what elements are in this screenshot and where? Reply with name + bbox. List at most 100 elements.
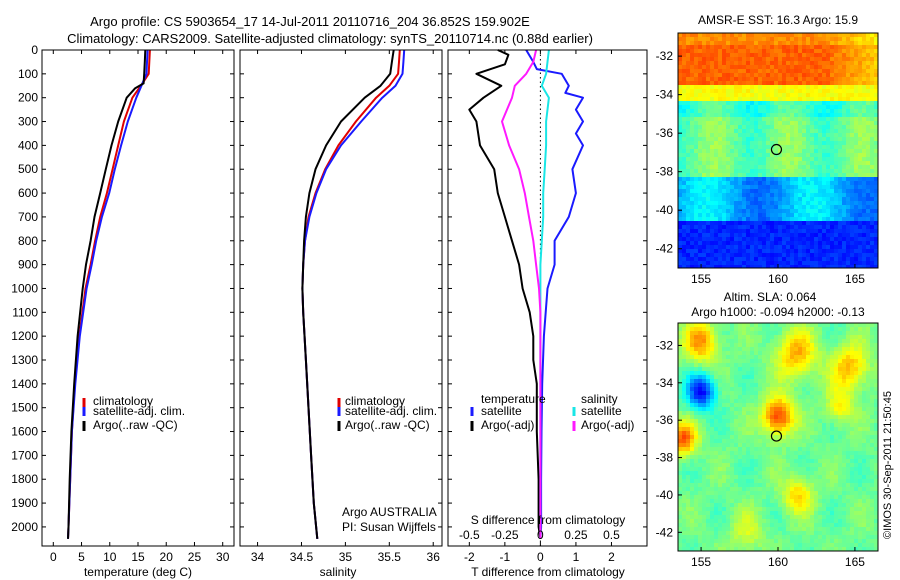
map-cell	[686, 411, 691, 416]
map-cell	[678, 523, 683, 528]
map-cell	[782, 69, 787, 74]
map-cell	[822, 81, 827, 86]
map-cell	[770, 379, 775, 384]
map-cell	[702, 89, 707, 94]
map-cell	[810, 181, 815, 186]
map-cell	[722, 435, 727, 440]
map-cell	[774, 419, 779, 424]
map-cell	[710, 89, 715, 94]
map-cell	[710, 339, 715, 344]
map-cell	[774, 105, 779, 110]
map-cell	[738, 547, 743, 551]
map-cell	[790, 233, 795, 238]
map-cell	[770, 241, 775, 246]
map-cell	[726, 141, 731, 146]
map-cell	[734, 61, 739, 66]
map-cell	[810, 261, 815, 266]
map-cell	[842, 33, 847, 38]
map-cell	[698, 213, 703, 218]
map-cell	[810, 93, 815, 98]
map-cell	[710, 547, 715, 551]
map-cell	[790, 531, 795, 536]
map-cell	[742, 89, 747, 94]
map-cell	[826, 65, 831, 70]
map-cell	[778, 415, 783, 420]
map-cell	[698, 367, 703, 372]
map-cell	[814, 153, 819, 158]
map-cell	[678, 391, 683, 396]
map-cell	[726, 343, 731, 348]
map-cell	[746, 523, 751, 528]
map-cell	[750, 495, 755, 500]
map-cell	[750, 403, 755, 408]
map-cell	[762, 543, 767, 548]
map-cell	[842, 237, 847, 242]
map-cell	[742, 543, 747, 548]
map-cell	[694, 161, 699, 166]
map-cell	[690, 363, 695, 368]
map-cell	[710, 209, 715, 214]
map-cell	[798, 347, 803, 352]
map-cell	[798, 37, 803, 42]
map-cell	[714, 149, 719, 154]
map-cell	[702, 113, 707, 118]
map-cell	[842, 133, 847, 138]
map-cell	[862, 257, 867, 262]
map-cell	[758, 475, 763, 480]
map-cell	[734, 73, 739, 78]
map-cell	[782, 249, 787, 254]
map-cell	[754, 527, 759, 532]
map-cell	[746, 411, 751, 416]
map-cell	[754, 141, 759, 146]
map-cell	[730, 61, 735, 66]
map-cell	[678, 33, 683, 38]
map-cell	[854, 237, 859, 242]
map-cell	[750, 221, 755, 226]
map-cell	[698, 201, 703, 206]
map-cell	[770, 335, 775, 340]
map-cell	[762, 101, 767, 106]
map-cell	[870, 125, 875, 130]
map-cell	[742, 189, 747, 194]
map-cell	[782, 459, 787, 464]
map-cell	[722, 141, 727, 146]
map-cell	[698, 217, 703, 222]
map-cell	[866, 221, 871, 226]
map-cell	[806, 185, 811, 190]
map-cell	[758, 165, 763, 170]
map-cell	[734, 169, 739, 174]
map-cell	[754, 221, 759, 226]
map-cell	[786, 69, 791, 74]
map-cell	[742, 539, 747, 544]
map-cell	[798, 117, 803, 122]
map-cell	[698, 371, 703, 376]
map-cell	[734, 547, 739, 551]
map-cell	[810, 205, 815, 210]
map-cell	[746, 539, 751, 544]
map-cell	[698, 391, 703, 396]
map-cell	[726, 213, 731, 218]
map-cell	[850, 49, 855, 54]
map-cell	[726, 443, 731, 448]
map-cell	[818, 101, 823, 106]
map-cell	[710, 507, 715, 512]
map-cell	[850, 125, 855, 130]
map-cell	[690, 407, 695, 412]
map-cell	[694, 181, 699, 186]
map-cell	[686, 351, 691, 356]
map-cell	[766, 547, 771, 551]
map-cell	[778, 423, 783, 428]
map-cell	[822, 37, 827, 42]
map-cell	[686, 101, 691, 106]
map-cell	[782, 161, 787, 166]
map-cell	[738, 371, 743, 376]
map-cell	[690, 391, 695, 396]
map-cell	[774, 73, 779, 78]
map-cell	[782, 33, 787, 38]
map-cell	[822, 53, 827, 58]
map-cell	[802, 101, 807, 106]
map-cell	[782, 343, 787, 348]
map-cell	[770, 41, 775, 46]
map-cell	[730, 73, 735, 78]
map-cell	[678, 503, 683, 508]
